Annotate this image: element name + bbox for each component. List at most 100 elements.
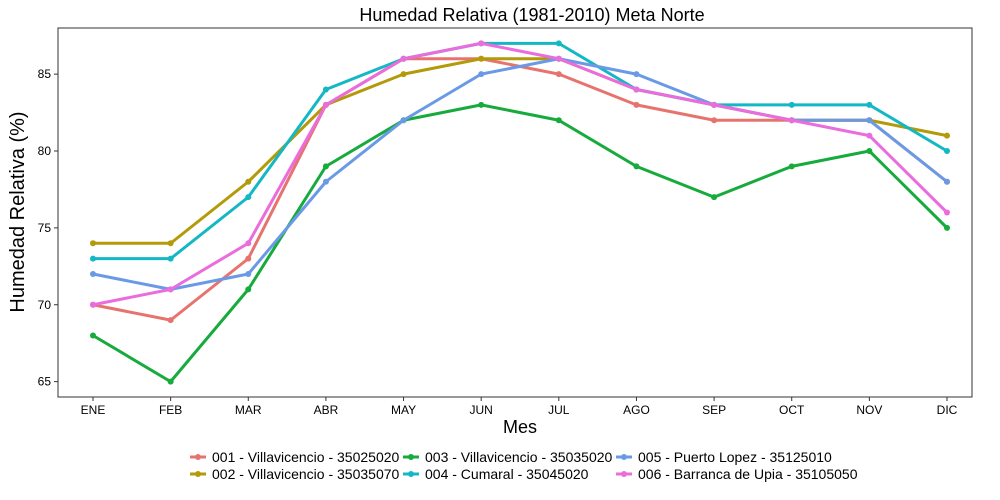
series-2-point-ene — [90, 240, 96, 247]
series-2-point-mar — [245, 178, 252, 185]
legend-label-4: 004 - Cumaral - 35045020 — [425, 466, 589, 482]
series-1-point-mar — [245, 255, 252, 262]
x-tick-label-jul: JUL — [548, 403, 570, 417]
series-1-point-jul — [555, 71, 562, 78]
y-tick-label-65: 65 — [38, 375, 52, 389]
series-3-point-oct — [788, 163, 795, 170]
series-6-point-ago — [633, 86, 640, 93]
x-tick-label-nov: NOV — [856, 403, 882, 417]
series-5-point-abr — [322, 178, 329, 185]
series-3-point-nov — [866, 148, 873, 154]
legend-key-point-1 — [195, 454, 201, 460]
series-6-point-dic — [944, 209, 950, 216]
legend-key-point-2 — [195, 471, 201, 477]
x-tick-label-ene: ENE — [81, 403, 106, 417]
series-4-point-ene — [90, 255, 96, 262]
series-6 — [90, 40, 950, 308]
series-6-point-mar — [245, 240, 252, 247]
x-tick-label-dic: DIC — [937, 403, 958, 417]
series-4-point-abr — [322, 86, 329, 93]
series-4-point-dic — [944, 148, 950, 154]
series-4-point-mar — [245, 194, 252, 201]
x-axis: ENE FEB MAR ABR MAY JUN JUL AGO SEP OCT NOV DIC — [81, 397, 958, 417]
series-5-point-mar — [245, 271, 252, 277]
legend-item-1: 001 - Villavicencio - 35025020 — [190, 449, 400, 465]
series-6-point-may — [400, 55, 407, 62]
y-tick-label-70: 70 — [38, 298, 52, 312]
series-6-point-sep — [711, 101, 718, 108]
series-1-point-ago — [633, 101, 640, 108]
series-5-point-may — [400, 117, 407, 124]
series-2-point-dic — [944, 132, 950, 139]
series-3-point-ago — [633, 163, 640, 170]
chart-title: Humedad Relativa (1981-2010) Meta Norte — [359, 5, 704, 25]
series-4-point-feb — [167, 255, 174, 262]
series-5-point-ago — [633, 71, 640, 78]
series-6-point-abr — [322, 101, 329, 108]
series-layer — [90, 40, 950, 385]
y-tick-label-75: 75 — [38, 221, 52, 235]
y-axis-title: Humedad Relativa (%) — [7, 111, 29, 312]
series-6-point-nov — [866, 132, 873, 139]
x-tick-label-ago: AGO — [623, 403, 650, 417]
series-3-point-jun — [478, 101, 485, 108]
series-3-point-dic — [944, 224, 950, 231]
plot-panel — [57, 27, 973, 398]
legend-key-point-5 — [621, 454, 627, 460]
series-6-point-oct — [788, 117, 795, 124]
x-tick-label-jun: JUN — [470, 403, 493, 417]
legend-key-point-3 — [408, 454, 414, 460]
legend-label-6: 006 - Barranca de Upia - 35105050 — [638, 466, 858, 482]
series-3-point-sep — [711, 194, 718, 201]
series-3-point-feb — [167, 378, 174, 385]
series-4-point-jul — [555, 40, 562, 47]
legend-item-5: 005 - Puerto Lopez - 35125010 — [616, 449, 832, 465]
series-6-point-feb — [167, 286, 174, 293]
series-5-point-dic — [944, 178, 950, 185]
series-1-point-feb — [167, 317, 174, 324]
x-tick-label-sep: SEP — [702, 403, 726, 417]
series-3-point-mar — [245, 286, 252, 293]
series-6-point-jul — [555, 55, 562, 62]
x-tick-label-oct: OCT — [779, 403, 805, 417]
x-axis-title: Mes — [503, 417, 537, 437]
legend-label-5: 005 - Puerto Lopez - 35125010 — [638, 449, 832, 465]
x-tick-label-feb: FEB — [159, 403, 182, 417]
series-4-point-nov — [866, 101, 873, 108]
series-6-point-ene — [90, 301, 96, 308]
series-5-point-jun — [478, 71, 485, 78]
series-5-point-nov — [866, 117, 873, 124]
series-line-3 — [91, 103, 949, 384]
legend-key-point-6 — [621, 471, 627, 477]
legend-key-point-4 — [408, 471, 414, 477]
legend-item-2: 002 - Villavicencio - 35035070 — [190, 466, 400, 482]
series-line-4 — [91, 41, 949, 261]
legend-label-3: 003 - Villavicencio - 35035020 — [425, 449, 613, 465]
x-tick-label-may: MAY — [391, 403, 416, 417]
series-2-point-feb — [167, 240, 174, 247]
series-4-point-oct — [788, 101, 795, 108]
legend-item-4: 004 - Cumaral - 35045020 — [403, 466, 589, 482]
series-3-point-ene — [90, 332, 96, 339]
y-tick-label-85: 85 — [38, 67, 52, 81]
x-tick-label-mar: MAR — [235, 403, 262, 417]
series-2-point-jun — [478, 55, 485, 62]
series-3-point-abr — [322, 163, 329, 170]
series-6-point-jun — [478, 40, 485, 47]
series-1-point-sep — [711, 117, 718, 124]
legend-label-2: 002 - Villavicencio - 35035070 — [212, 466, 400, 482]
x-tick-label-abr: ABR — [314, 403, 339, 417]
y-axis: 65 70 75 80 85 — [38, 67, 58, 389]
legend-item-3: 003 - Villavicencio - 35035020 — [403, 449, 613, 465]
series-5-point-ene — [90, 271, 96, 277]
series-2-point-may — [400, 71, 407, 78]
series-3-point-jul — [555, 117, 562, 124]
legend-label-1: 001 - Villavicencio - 35025020 — [212, 449, 400, 465]
legend-item-6: 006 - Barranca de Upia - 35105050 — [616, 466, 858, 482]
series-line-6 — [91, 41, 949, 307]
y-tick-label-80: 80 — [38, 144, 52, 158]
series-line-5 — [91, 57, 949, 291]
